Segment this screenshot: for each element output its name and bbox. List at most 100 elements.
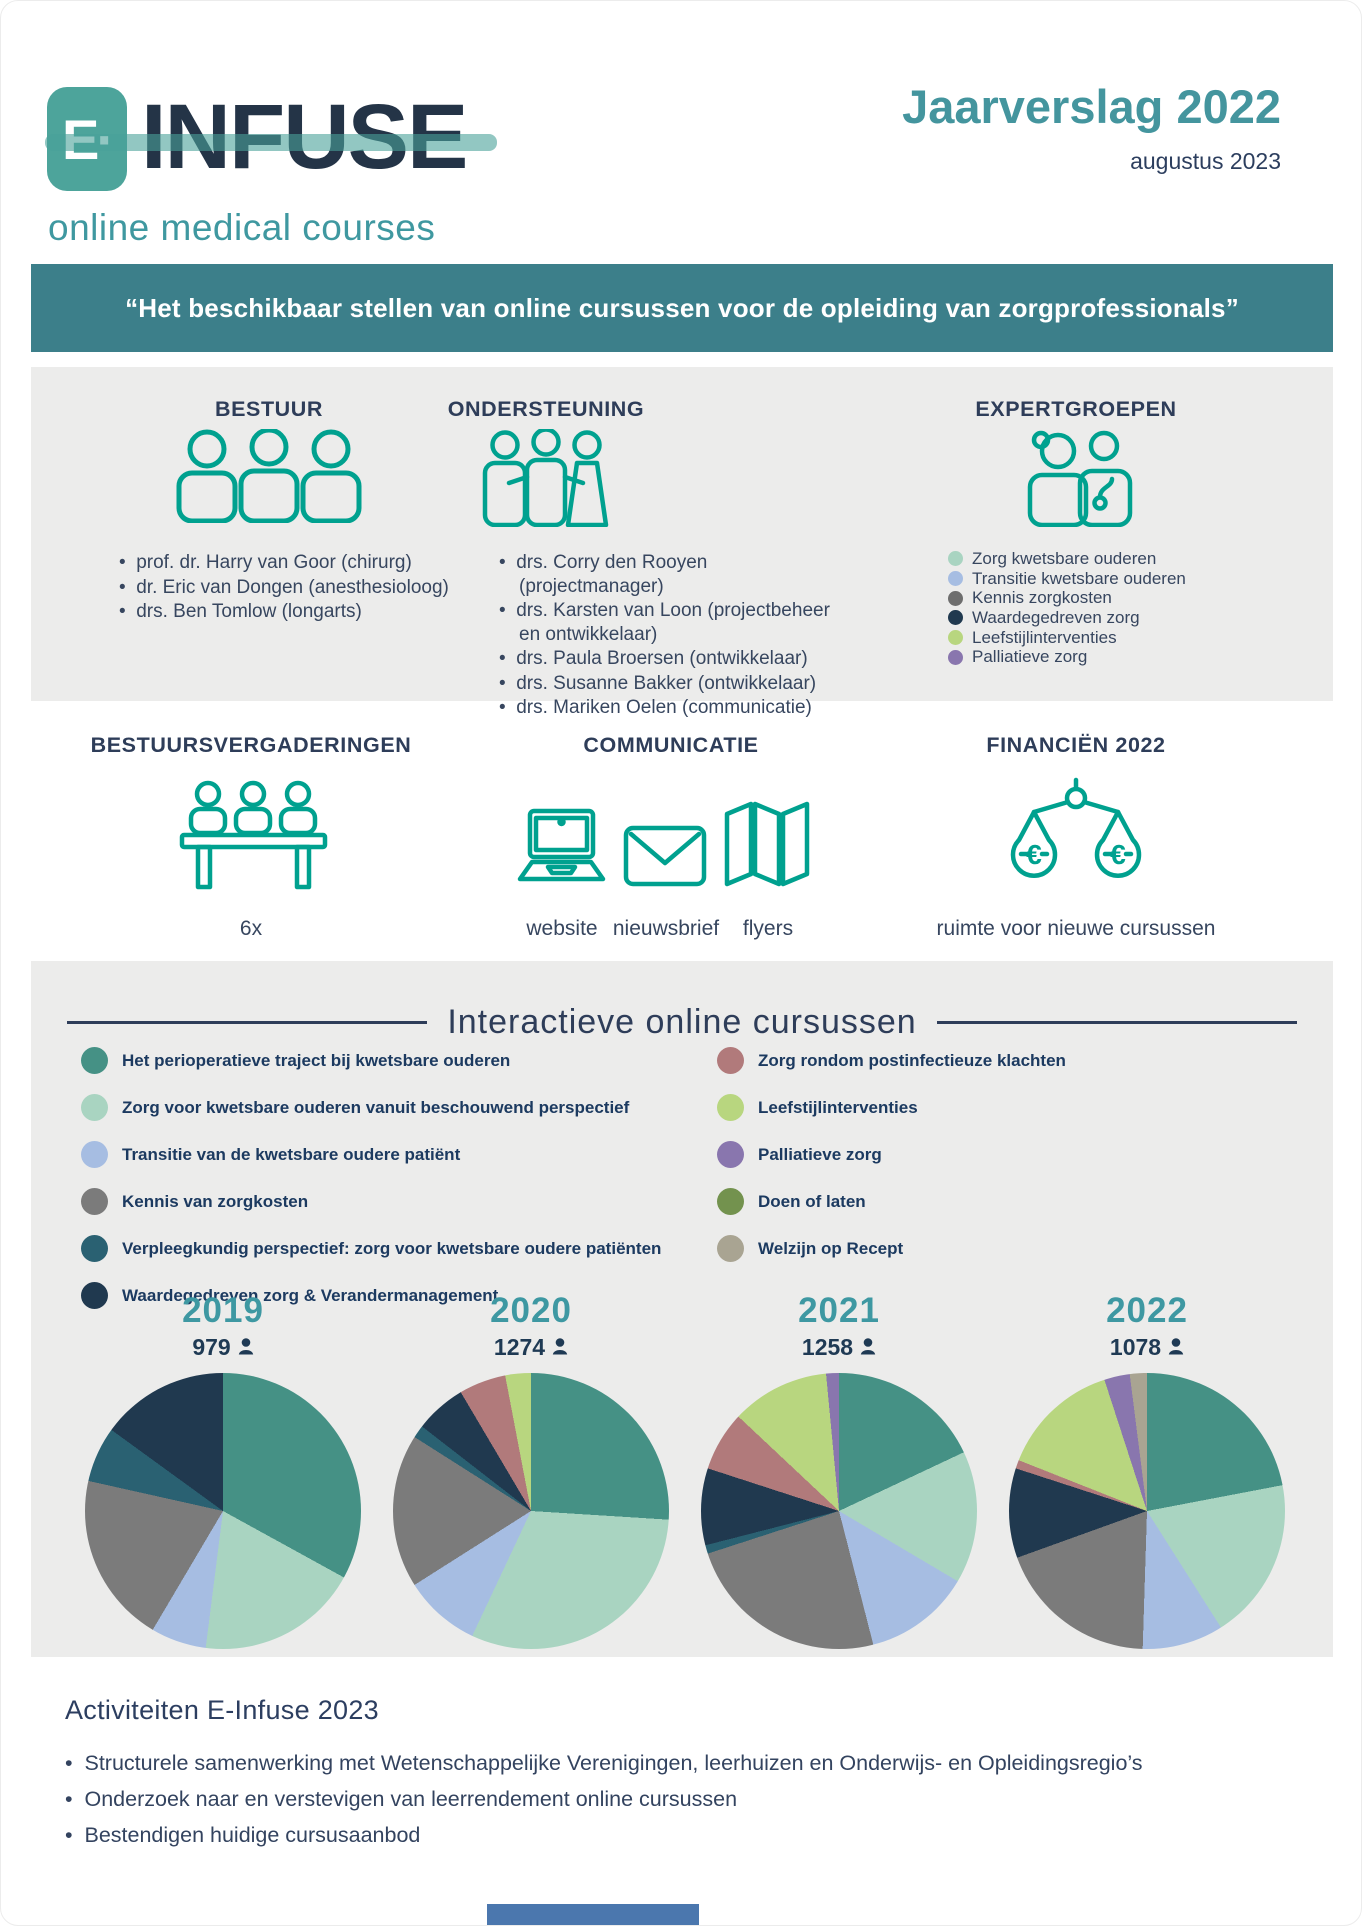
- count-value: 1274: [493, 1334, 546, 1360]
- course-legend-item: Waardegedreven zorg & Verandermanagement: [81, 1282, 661, 1309]
- activiteiten-list: Structurele samenwerking met Wetenschapp…: [65, 1749, 1143, 1857]
- envelope-icon: [623, 825, 707, 892]
- expertgroep-label: Leefstijlinterventies: [972, 627, 1117, 647]
- pie-participant-count: 979: [73, 1334, 373, 1361]
- course-legend-item: Zorg rondom postinfectieuze klachten: [717, 1047, 1066, 1074]
- legend-dot-icon: [948, 649, 963, 665]
- pie-chart-2021: [701, 1373, 977, 1649]
- course-legend-left: Het perioperatieve traject bij kwetsbare…: [81, 1047, 661, 1329]
- ondersteuning-heading: ONDERSTEUNING: [447, 397, 645, 421]
- svg-text:€: €: [1026, 839, 1042, 870]
- channel-website-label: website: [526, 917, 598, 940]
- activiteit-item: Structurele samenwerking met Wetenschapp…: [65, 1749, 1142, 1777]
- expertgroep-item: Zorg kwetsbare ouderen: [948, 549, 1186, 569]
- financien-heading: FINANCIËN 2022: [986, 733, 1166, 757]
- organisation-section: BESTUUR ONDERSTEUNING EXPERTGROEPEN: [31, 367, 1333, 718]
- cursussen-title: Interactieve online cursussen: [447, 1003, 917, 1041]
- communicatie-heading: COMMUNICATIE: [583, 733, 759, 757]
- legend-dot-icon: [948, 551, 963, 567]
- logo-band-decoration: [45, 134, 497, 151]
- expertgroepen-heading: EXPERTGROEPEN: [975, 397, 1177, 421]
- person-icon: [238, 1334, 254, 1361]
- title-rule-right: [936, 1021, 1297, 1024]
- ondersteuning-member: drs. Paula Broersen (ontwikkelaar): [499, 647, 851, 671]
- footer-bar-decoration: [487, 1904, 699, 1925]
- legend-dot-icon: [81, 1282, 108, 1309]
- ondersteuning-member: drs. Susanne Bakker (ontwikkelaar): [499, 672, 851, 696]
- person-icon: [860, 1334, 876, 1361]
- cursussen-title-row: Interactieve online cursussen: [31, 1003, 1333, 1042]
- pie-participant-count: 1258: [689, 1334, 989, 1361]
- legend-dot-icon: [717, 1141, 744, 1168]
- svg-text:€: €: [1110, 839, 1126, 870]
- course-label: Het perioperatieve traject bij kwetsbare…: [122, 1050, 511, 1070]
- legend-dot-icon: [81, 1188, 108, 1215]
- bestuur-member: drs. Ben Tomlow (longarts): [119, 600, 479, 624]
- laptop-icon: [514, 807, 609, 892]
- course-legend-item: Leefstijlinterventies: [717, 1094, 1066, 1121]
- bestuur-member: prof. dr. Harry van Goor (chirurg): [119, 551, 479, 575]
- legend-dot-icon: [717, 1235, 744, 1262]
- legend-dot-icon: [717, 1188, 744, 1215]
- bestuur-member: dr. Eric van Dongen (anesthesioloog): [119, 576, 479, 600]
- expertgroep-label: Palliatieve zorg: [972, 647, 1088, 667]
- expertgroepen-legend: Zorg kwetsbare ouderen Transitie kwetsbar…: [948, 549, 1186, 667]
- expertgroep-label: Zorg kwetsbare ouderen: [972, 548, 1157, 568]
- three-people-icon: [169, 427, 369, 528]
- legend-dot-icon: [948, 590, 963, 606]
- activiteit-item: Onderzoek naar en verstevigen van leerre…: [65, 1785, 1143, 1813]
- course-label: Verpleegkundig perspectief: zorg voor kw…: [122, 1238, 662, 1258]
- expertgroep-item: Transitie kwetsbare ouderen: [948, 569, 1186, 589]
- person-icon: [1168, 1334, 1184, 1361]
- course-label: Leefstijlinterventies: [758, 1097, 918, 1117]
- course-label: Welzijn op Recept: [758, 1238, 904, 1258]
- count-value: 979: [192, 1334, 231, 1360]
- pie-block-2020: 2020 1274: [381, 1291, 681, 1649]
- course-legend-item: Doen of laten: [717, 1188, 1066, 1215]
- activiteit-item: Bestendigen huidige cursusaanbod: [65, 1821, 1143, 1849]
- course-label: Transitie van de kwetsbare oudere patiën…: [122, 1144, 461, 1164]
- pie-year-label: 2019: [182, 1291, 264, 1330]
- logo-tagline: online medical courses: [48, 207, 436, 248]
- pie-participant-count: 1078: [997, 1334, 1297, 1361]
- bestuur-heading: BESTUUR: [214, 397, 324, 421]
- channel-flyers-label: flyers: [742, 917, 794, 940]
- legend-dot-icon: [81, 1047, 108, 1074]
- flyers-icon: [723, 798, 811, 895]
- legend-dot-icon: [717, 1047, 744, 1074]
- ondersteuning-member: drs. Karsten van Loon (projectbeheer en …: [499, 599, 851, 646]
- expertgroep-item: Leefstijlinterventies: [948, 628, 1186, 648]
- bestuur-member-list: prof. dr. Harry van Goor (chirurg)dr. Er…: [119, 551, 479, 625]
- activiteiten-heading: Activiteiten E-Infuse 2023: [65, 1695, 379, 1725]
- expertgroep-item: Kennis zorgkosten: [948, 588, 1186, 608]
- legend-dot-icon: [948, 630, 963, 646]
- count-value: 1078: [1109, 1334, 1162, 1360]
- meeting-table-icon: [176, 779, 331, 896]
- course-legend-item: Verpleegkundig perspectief: zorg voor kw…: [81, 1235, 661, 1262]
- pie-chart-2020: [393, 1373, 669, 1649]
- medical-experts-icon: [1016, 429, 1136, 532]
- course-legend-item: Transitie van de kwetsbare oudere patiën…: [81, 1141, 661, 1168]
- legend-dot-icon: [81, 1235, 108, 1262]
- expertgroep-label: Transitie kwetsbare ouderen: [972, 568, 1186, 588]
- pie-participant-count: 1274: [381, 1334, 681, 1361]
- course-label: Waardegedreven zorg & Verandermanagement: [122, 1285, 499, 1305]
- expertgroep-item: Waardegedreven zorg: [948, 608, 1186, 628]
- course-legend-item: Kennis van zorgkosten: [81, 1188, 661, 1215]
- course-label: Kennis van zorgkosten: [122, 1191, 309, 1211]
- count-value: 1258: [801, 1334, 854, 1360]
- pie-chart-2022: [1009, 1373, 1285, 1649]
- course-label: Palliatieve zorg: [758, 1144, 882, 1164]
- balance-scale-icon: € €: [1006, 776, 1146, 903]
- legend-dot-icon: [948, 571, 963, 587]
- course-label: Zorg voor kwetsbare ouderen vanuit besch…: [122, 1097, 630, 1117]
- person-icon: [552, 1334, 568, 1361]
- expertgroep-label: Waardegedreven zorg: [972, 607, 1140, 627]
- pie-block-2022: 2022 1078: [997, 1291, 1297, 1649]
- mission-banner: “Het beschikbaar stellen van online curs…: [31, 264, 1333, 352]
- ondersteuning-member: drs. Mariken Oelen (communicatie): [499, 696, 851, 720]
- pie-year-label: 2022: [1106, 1291, 1188, 1330]
- course-label: Doen of laten: [758, 1191, 866, 1211]
- bestuursvergaderingen-heading: BESTUURSVERGADERINGEN: [90, 733, 412, 757]
- pie-year-label: 2021: [798, 1291, 880, 1330]
